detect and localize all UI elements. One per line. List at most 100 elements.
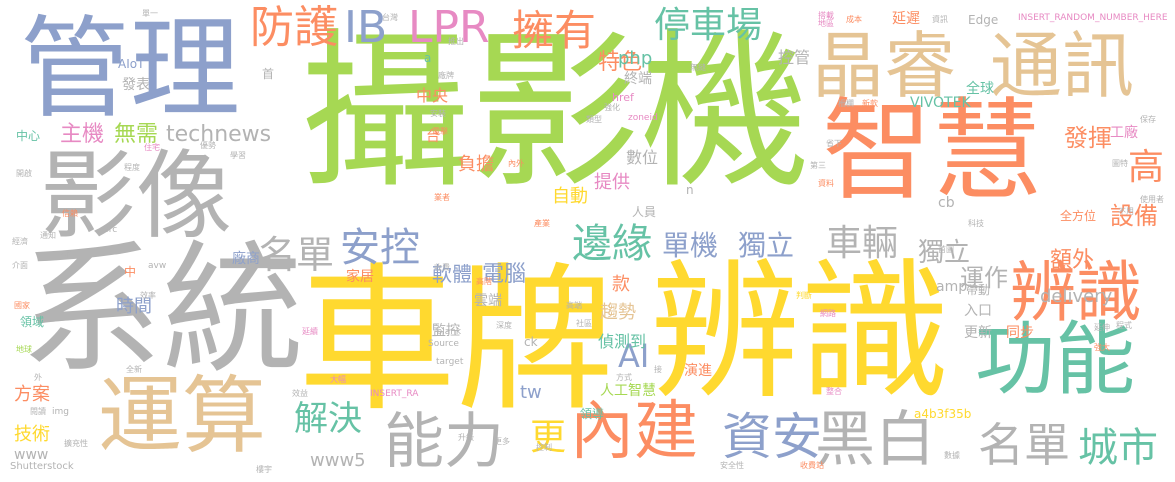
word-xinkuan: 新款 (862, 99, 878, 108)
word-shiyongzhe: 使用者 (1140, 195, 1164, 204)
word-shoufei: 收費 (434, 263, 450, 272)
word-yanshen: 延伸 (1094, 323, 1110, 332)
word-anzhuang: 安裝 (430, 109, 446, 118)
word-nengli: 能力 (384, 407, 504, 477)
word-shutterstock: Shutterstock (10, 461, 74, 472)
word-zhihui: 智慧 (822, 87, 1042, 215)
word-chanye: 產業 (534, 219, 550, 228)
word-rukou: 入口 (964, 303, 992, 319)
word-anquanxing: 安全性 (720, 461, 744, 470)
word-baocun: 保存 (1140, 115, 1156, 124)
word-dianji: 電擊 (432, 127, 448, 136)
word-xinlai: 信賴 (62, 209, 78, 218)
word-shou: 首 (262, 67, 275, 81)
word-ankong: 安控 (340, 225, 420, 271)
word-shendu: 深度 (496, 321, 512, 330)
word-gengxin: 更新 (964, 325, 992, 341)
word-changpai: 廠牌 (438, 71, 454, 80)
word-chepai: 車牌 (298, 249, 614, 433)
word-shengxia: 省下 (826, 139, 842, 148)
word-wuxu: 無需 (114, 122, 159, 147)
word-blank: _blank (432, 327, 462, 337)
word-yunzuo: 運作 (960, 264, 1008, 292)
word-qushi: 趨勢 (600, 302, 636, 323)
word-zhongxin: 中心 (16, 129, 41, 143)
word-tute: 圖特 (1112, 159, 1128, 168)
word-gongchang: 工廠 (1110, 125, 1138, 141)
word-kongzhi: 控制 (536, 443, 552, 452)
word-jiaju: 家居 (346, 269, 374, 285)
word-tuichu: 推出 (448, 37, 464, 46)
word-mingdan-2: 名單 (258, 233, 335, 277)
word-quanxin: 全新 (126, 365, 142, 374)
word-kuochongxing: 擴充性 (64, 439, 88, 448)
word-zoneid: zoneid (628, 113, 658, 123)
word-tongbu: 同步 (1006, 325, 1034, 341)
word-chengben: 成本 (846, 15, 862, 24)
word-ai: AI (618, 337, 650, 375)
word-duli-2: 獨立 (918, 238, 971, 268)
word-n: n (686, 183, 694, 197)
word-qiangda: 強大 (1094, 343, 1110, 352)
word-neijian: 內建 (570, 395, 698, 469)
word-tai: 台 (426, 129, 440, 145)
word-tigong: 提供 (594, 172, 630, 193)
word-ewai: 額外 (1050, 248, 1095, 273)
word-tw: tw (520, 382, 542, 403)
word-ck: ck (524, 335, 538, 349)
word-duli: 獨立 (738, 229, 795, 262)
word-yongyou: 擁有 (512, 6, 597, 55)
word-target: target (436, 357, 464, 367)
word-lingdao: 領導 (580, 407, 605, 421)
word-vivotek: VIVOTEK (910, 95, 971, 111)
word-gao: 高 (1128, 147, 1165, 188)
word-sheyingji: 攝影機 (300, 14, 811, 212)
word-danyi: 單一 (142, 9, 158, 18)
word-disan: 第三 (810, 161, 826, 170)
word-yingxiang: 影像 (40, 140, 232, 252)
word-gaoduan: 高端 (566, 301, 582, 310)
word-yanxu: 延續 (302, 327, 318, 336)
word-shuju: 數據 (944, 451, 960, 460)
word-api: API (60, 251, 75, 261)
word-yunduan: 雲端 (474, 293, 502, 309)
word-yanjin: 演進 (684, 363, 712, 379)
word-gaojie: 高階 (476, 277, 492, 286)
word-gengduo: 更多 (494, 437, 510, 446)
word-shoufeizhan: 收費站 (800, 461, 824, 470)
word-guanli: 管理 (20, 5, 240, 133)
word-geng: 更 (530, 417, 567, 458)
word-avw: avw (148, 261, 167, 271)
word-technews: technews (166, 122, 272, 147)
word-zhuji: 主機 (60, 122, 105, 147)
word-zidong: 自動 (552, 186, 588, 207)
word-www: www (14, 447, 49, 463)
word-quanfangwei: 全方位 (1060, 209, 1097, 223)
word-daidong: 帶動 (966, 283, 991, 297)
word-wufeng: 無縫 (690, 63, 706, 72)
word-bianyuan: 邊緣 (572, 221, 652, 267)
word-jiemian: 介面 (12, 261, 28, 270)
word-fudan: 負擔 (458, 154, 494, 175)
word-yuedu: 閱讀 (30, 407, 46, 416)
word-quanqiu: 全球 (966, 81, 994, 97)
word-bianshi: 辨識 (650, 246, 951, 420)
word-diqiu: 地球 (16, 345, 32, 354)
word-source: Source (428, 339, 459, 349)
word-insert-ra: INSERT_RA (370, 389, 419, 399)
word-src: src (104, 225, 118, 235)
word-jingji: 經濟 (12, 237, 28, 246)
word-changshang: 廠商 (232, 251, 260, 267)
word-tongxun: 通訊 (990, 24, 1135, 108)
word-guojia: 國家 (14, 301, 30, 310)
word-chengshi-2: 程式 (1116, 321, 1132, 330)
word-chengshi: 城市 (1078, 425, 1158, 471)
word-diqu: 地區 (818, 19, 834, 28)
word-chengdu: 程度 (124, 163, 140, 172)
word-wanglu: 網路 (820, 309, 836, 318)
word-ib: IB (344, 2, 388, 53)
word-xiaolv: 效率 (140, 291, 156, 300)
word-xuexi: 學習 (230, 151, 246, 160)
word-shengji: 升級 (458, 433, 474, 442)
